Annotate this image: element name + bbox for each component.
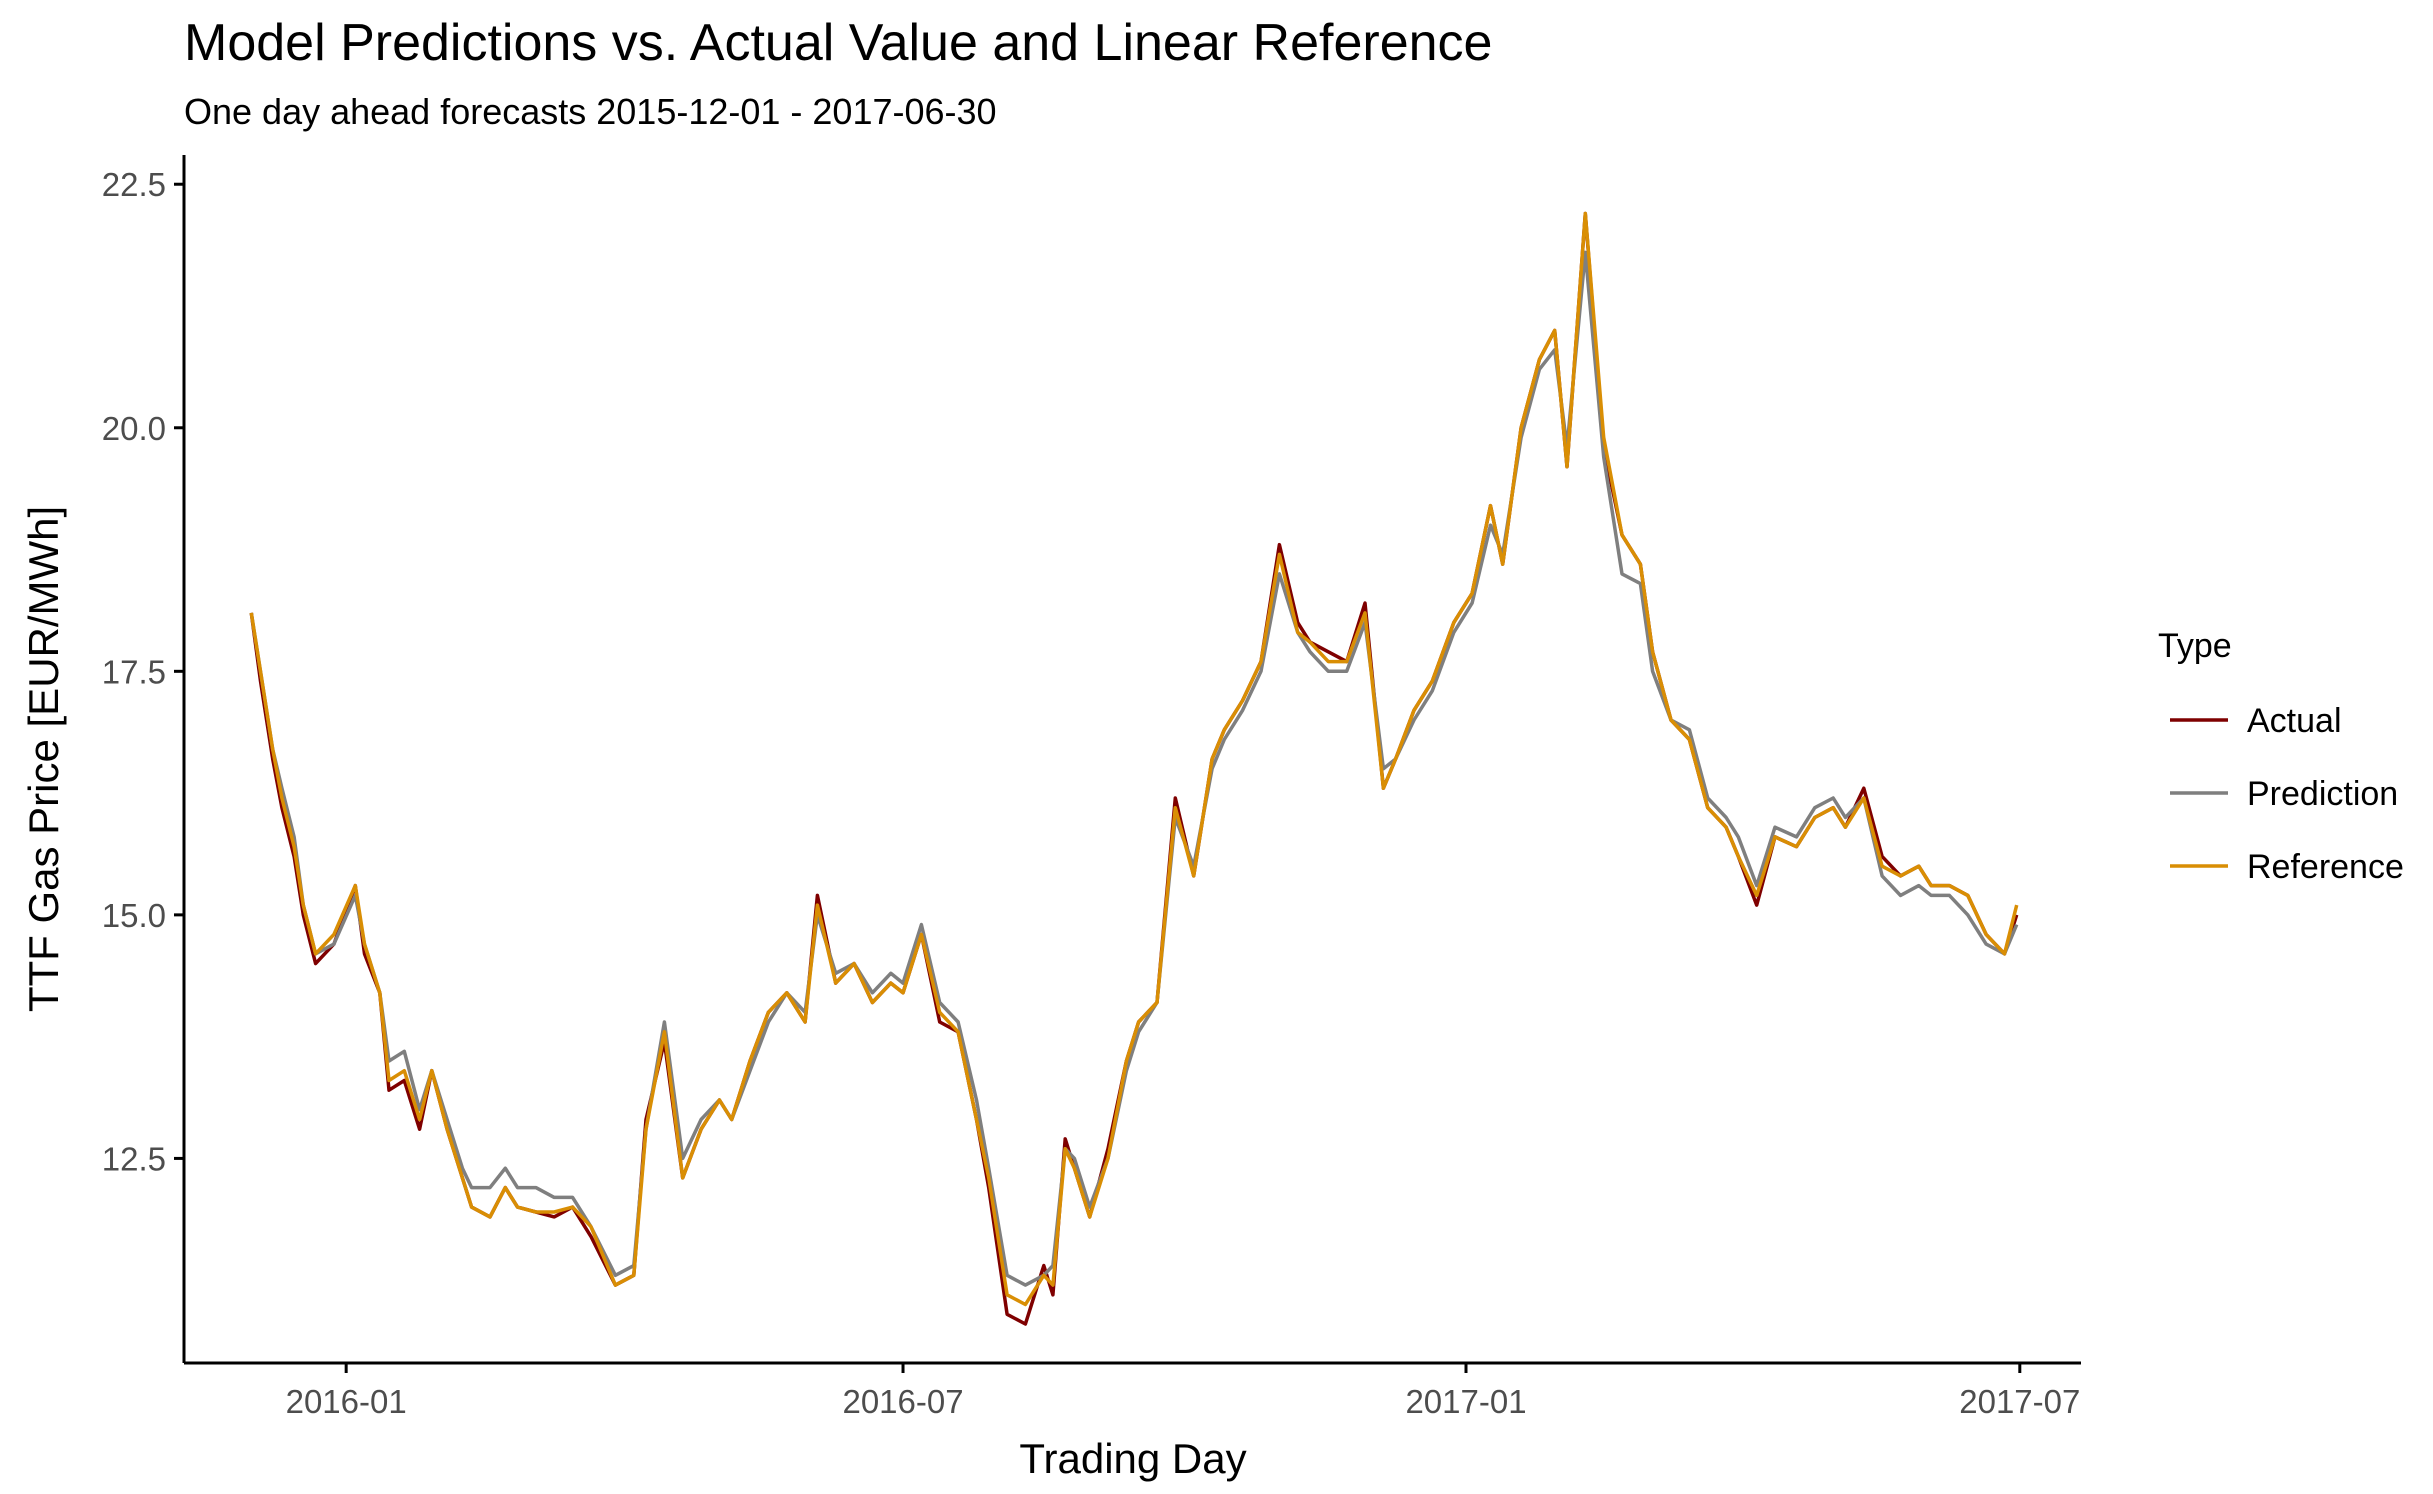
chart-title: Model Predictions vs. Actual Value and L… [184,14,1492,72]
y-tick-label: 12.5 [102,1140,166,1177]
x-tick-label: 2017-01 [1405,1383,1526,1420]
legend-item-reference: Reference [2170,848,2404,886]
x-tick-label: 2016-01 [286,1383,407,1420]
series-line-actual [249,211,2019,1326]
x-axis-title: Trading Day [1019,1435,1246,1482]
y-axis-title: TTF Gas Price [EUR/MWh] [20,506,67,1012]
chart-subtitle: One day ahead forecasts 2015-12-01 - 201… [184,91,997,132]
y-tick-label: 15.0 [102,897,166,934]
legend-label: Prediction [2247,775,2398,813]
x-tick-label: 2017-07 [1959,1383,2080,1420]
plot-area: 12.5 15.0 17.5 20.0 22.5 2016-01 2016-07 2017-… [102,155,2081,1420]
y-axis-ticks: 12.5 15.0 17.5 20.0 22.5 [102,166,184,1177]
legend-label: Reference [2247,848,2404,886]
y-tick-label: 22.5 [102,166,166,203]
x-axis-ticks: 2016-01 2016-07 2017-01 2017-07 [286,1363,2080,1420]
series-line-reference [249,211,2019,1307]
series-lines [249,211,2019,1326]
legend-title: Type [2158,627,2232,665]
y-tick-label: 17.5 [102,653,166,690]
x-tick-label: 2016-07 [842,1383,963,1420]
series-line-prediction [249,250,2019,1287]
legend-item-actual: Actual [2170,702,2342,740]
legend-item-prediction: Prediction [2170,775,2398,813]
legend: Type Actual Prediction Reference [2158,627,2404,886]
legend-label: Actual [2247,702,2342,740]
y-tick-label: 20.0 [102,410,166,447]
legend-items: Actual Prediction Reference [2170,702,2404,886]
